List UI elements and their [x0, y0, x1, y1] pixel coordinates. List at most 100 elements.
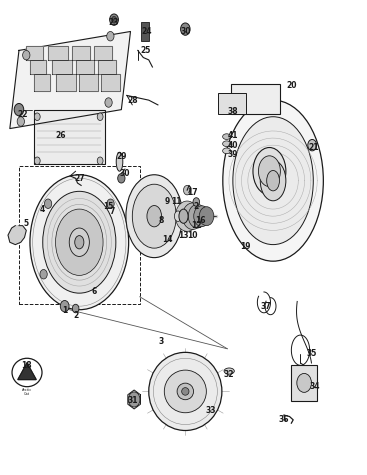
Text: 3: 3 [159, 337, 164, 346]
Circle shape [182, 203, 203, 229]
Text: 8: 8 [159, 217, 164, 226]
Text: 39: 39 [228, 150, 238, 159]
Text: 25: 25 [140, 46, 150, 55]
Circle shape [34, 113, 40, 121]
Polygon shape [8, 226, 26, 245]
Text: 38: 38 [228, 107, 238, 116]
Ellipse shape [132, 184, 176, 248]
Circle shape [44, 199, 52, 209]
Ellipse shape [253, 148, 286, 195]
Text: 20: 20 [286, 81, 297, 90]
Text: 26: 26 [56, 131, 66, 140]
Text: 6: 6 [91, 287, 97, 296]
Polygon shape [30, 60, 46, 74]
Ellipse shape [69, 228, 89, 256]
Text: 18: 18 [21, 361, 32, 370]
Text: 2: 2 [73, 311, 78, 320]
Text: 4: 4 [40, 205, 46, 214]
Text: 24: 24 [142, 27, 152, 36]
Ellipse shape [55, 209, 103, 276]
Text: 33: 33 [206, 406, 216, 415]
Bar [291, 365, 317, 401]
Circle shape [40, 269, 47, 279]
Polygon shape [98, 60, 116, 74]
Polygon shape [76, 60, 94, 74]
Text: 32: 32 [224, 370, 235, 380]
Circle shape [14, 104, 24, 116]
Text: 34: 34 [310, 382, 320, 391]
Text: 21: 21 [308, 143, 319, 152]
Circle shape [23, 50, 30, 60]
Polygon shape [52, 60, 72, 74]
Text: 13: 13 [178, 231, 189, 239]
Ellipse shape [174, 211, 182, 221]
Ellipse shape [223, 100, 323, 261]
Circle shape [107, 31, 114, 41]
Text: 16: 16 [195, 217, 205, 226]
Text: 5: 5 [24, 219, 29, 228]
Text: 1: 1 [62, 306, 67, 315]
Bar [34, 110, 105, 164]
Bar [141, 22, 149, 41]
Text: 40: 40 [228, 141, 238, 150]
Text: 36: 36 [279, 415, 289, 424]
Text: 29: 29 [116, 152, 127, 162]
Ellipse shape [12, 358, 42, 387]
Ellipse shape [75, 236, 84, 249]
Ellipse shape [179, 209, 188, 223]
Polygon shape [10, 31, 131, 129]
Polygon shape [18, 363, 36, 380]
Circle shape [34, 157, 40, 164]
Text: 19: 19 [240, 242, 251, 251]
Circle shape [118, 173, 125, 183]
Circle shape [199, 207, 214, 226]
Polygon shape [26, 46, 43, 60]
Text: 23: 23 [109, 18, 119, 27]
Text: 12: 12 [191, 221, 201, 230]
Text: 14: 14 [162, 236, 172, 244]
Ellipse shape [126, 175, 183, 257]
Polygon shape [94, 46, 112, 60]
Ellipse shape [223, 148, 231, 154]
Ellipse shape [223, 141, 231, 147]
Ellipse shape [30, 175, 129, 310]
Circle shape [181, 23, 190, 35]
Text: 27: 27 [74, 174, 85, 183]
Ellipse shape [267, 171, 280, 191]
Circle shape [308, 140, 317, 151]
Polygon shape [55, 74, 76, 91]
Ellipse shape [224, 368, 234, 374]
Text: 17: 17 [187, 188, 198, 197]
Text: Arctic
Cat: Arctic Cat [22, 388, 32, 397]
Ellipse shape [260, 161, 286, 201]
Bar [218, 93, 246, 114]
Polygon shape [101, 74, 120, 91]
Ellipse shape [164, 370, 206, 413]
Circle shape [97, 113, 103, 121]
Text: 28: 28 [127, 95, 138, 104]
Circle shape [60, 301, 69, 312]
Polygon shape [72, 46, 90, 60]
Circle shape [17, 117, 25, 126]
Text: 30: 30 [180, 27, 190, 36]
Polygon shape [79, 74, 98, 91]
Polygon shape [48, 46, 68, 60]
Text: 11: 11 [171, 198, 181, 207]
Ellipse shape [258, 156, 280, 187]
Text: 30: 30 [120, 169, 130, 178]
Ellipse shape [233, 117, 313, 245]
Text: 22: 22 [17, 110, 28, 119]
Ellipse shape [116, 152, 123, 171]
Circle shape [107, 199, 114, 209]
Circle shape [175, 201, 199, 231]
Circle shape [194, 206, 210, 227]
Circle shape [112, 16, 117, 23]
Circle shape [184, 185, 191, 195]
Text: 31: 31 [127, 397, 138, 405]
Ellipse shape [182, 388, 189, 395]
Circle shape [128, 392, 140, 407]
Text: 35: 35 [306, 349, 317, 358]
Text: 2: 2 [194, 202, 199, 211]
Ellipse shape [43, 191, 116, 293]
Circle shape [193, 198, 200, 206]
